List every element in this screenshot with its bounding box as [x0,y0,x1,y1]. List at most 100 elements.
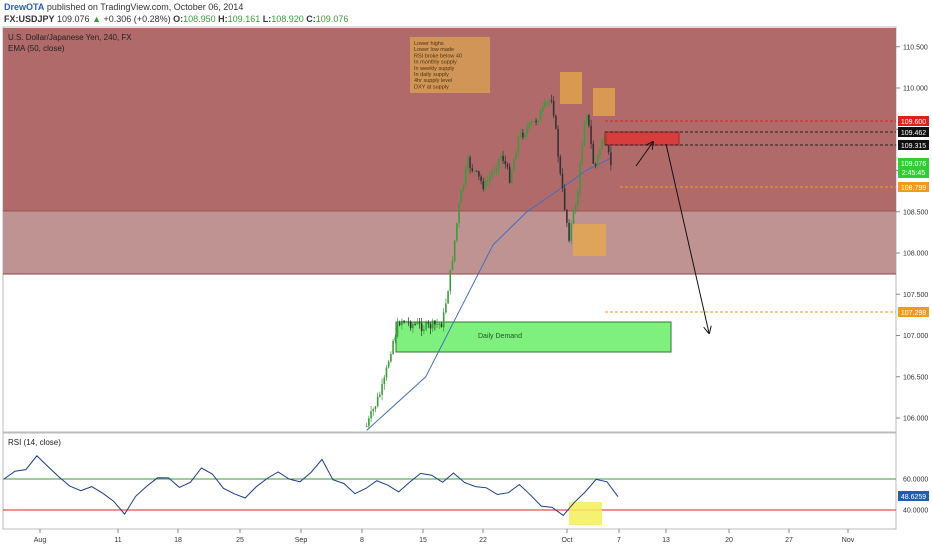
candle-body [491,171,493,177]
candle-body [416,322,419,325]
chart-title: U.S. Dollar/Japanese Yen, 240, FX [8,33,132,42]
daily-demand-zone [395,321,672,353]
candle-body [447,291,449,304]
candle-body [451,261,454,270]
candle-body [376,396,379,407]
candle-body [469,157,471,168]
badge-108-799 [898,182,929,192]
candle-body [555,115,557,129]
notes-box [410,37,490,93]
date-axis[interactable]: Aug 11 18 25 Sep 8 15 22 Oct 7 13 20 27 Nov [34,529,855,544]
author-link[interactable]: DrewOTA [4,2,45,12]
candle-body [502,155,504,161]
note-line: 4hr supply level [414,78,452,84]
candle-body [533,120,535,123]
date-tick-label: Aug [34,537,47,544]
price-tick-label: 107.000 [903,333,928,340]
candle-body [550,100,553,102]
candle-body [436,324,438,326]
candle-body [392,340,394,354]
candle-body [544,102,546,107]
candle-body [383,377,386,385]
note-line: In monthly supply [414,60,457,66]
candle-body [482,181,485,189]
high-1-highlight [560,72,582,104]
note-line: DXY at supply [414,84,449,90]
candle-body [566,209,568,223]
candle-body [539,110,542,121]
date-tick-label: 8 [360,537,364,544]
rsi-axis[interactable]: 60.0000 40.0000 [903,477,928,515]
badge-last-price-text: 109.076 [901,161,926,168]
supply-zone-lower [3,211,896,274]
candle-body [599,149,601,156]
date-tick-label: 13 [662,537,670,544]
badge-last-price [898,158,929,178]
candle-body [563,188,566,210]
date-tick-label: 15 [419,537,427,544]
candles [365,94,612,430]
date-tick-label: 22 [479,537,487,544]
candle-body [594,163,597,166]
candle-body [530,122,533,124]
badge-107-298-text: 107.298 [901,310,926,317]
badge-109-462 [898,127,929,137]
candle-body [546,102,548,104]
note-line: RSI broke below 40 [414,53,462,59]
publish-text: published on TradingView.com, October 06… [46,2,244,12]
rsi-pane[interactable] [2,432,897,530]
candle-body [596,155,599,166]
candle-body [590,125,592,144]
badge-109-600-text: 109.600 [901,119,926,126]
badge-107-298 [898,307,929,317]
countdown-text: 2:45:45 [902,170,925,177]
down-arrow [665,143,709,333]
badge-109-315-text: 109.315 [901,143,926,150]
note-line: Lower highs [414,41,444,47]
rsi-tick-label: 40.0000 [903,508,928,515]
rsi-tick-label: 60.0000 [903,477,928,484]
close-label: C: [306,14,316,24]
symbol[interactable]: FX:USDJPY [4,14,55,24]
candle-body [440,323,443,328]
note-line: Lower low made [414,47,454,53]
change-value: +0.306 (+0.28%) [103,14,171,24]
candle-body [511,171,513,183]
date-tick-label: Nov [842,537,855,544]
candle-body [396,323,399,337]
candle-body [442,312,445,328]
candle-body [557,128,559,157]
candle-body [390,353,392,362]
candle-body [522,132,524,138]
candle-body [370,411,372,419]
candle-body [409,322,412,329]
candle-body [456,223,458,241]
price-axis[interactable]: 110.500110.000109.500109.000108.500108.0… [896,44,928,423]
candle-body [570,223,573,241]
candle-body [513,159,515,172]
candle-body [438,323,441,325]
candle-body [471,167,474,171]
candle-body [524,134,526,138]
up-arrow-icon: ▲ [92,14,102,24]
badge-108-799-text: 108.799 [901,185,926,192]
candle-body [475,170,478,172]
candle-body [517,136,520,153]
candle-body [592,143,595,164]
low-label: L: [262,14,272,24]
badge-rsi-value [898,491,929,501]
candle-body [394,336,397,341]
candle-body [603,137,606,142]
candle-body [418,322,421,324]
candle-body [449,269,452,292]
candle-body [548,100,551,103]
badge-109-462-text: 109.462 [901,130,926,137]
candle-body [601,141,603,150]
candle-body [561,173,564,189]
candle-body [458,203,460,224]
candle-body [588,114,590,126]
high-2-highlight [593,88,615,116]
candle-body [493,171,496,173]
